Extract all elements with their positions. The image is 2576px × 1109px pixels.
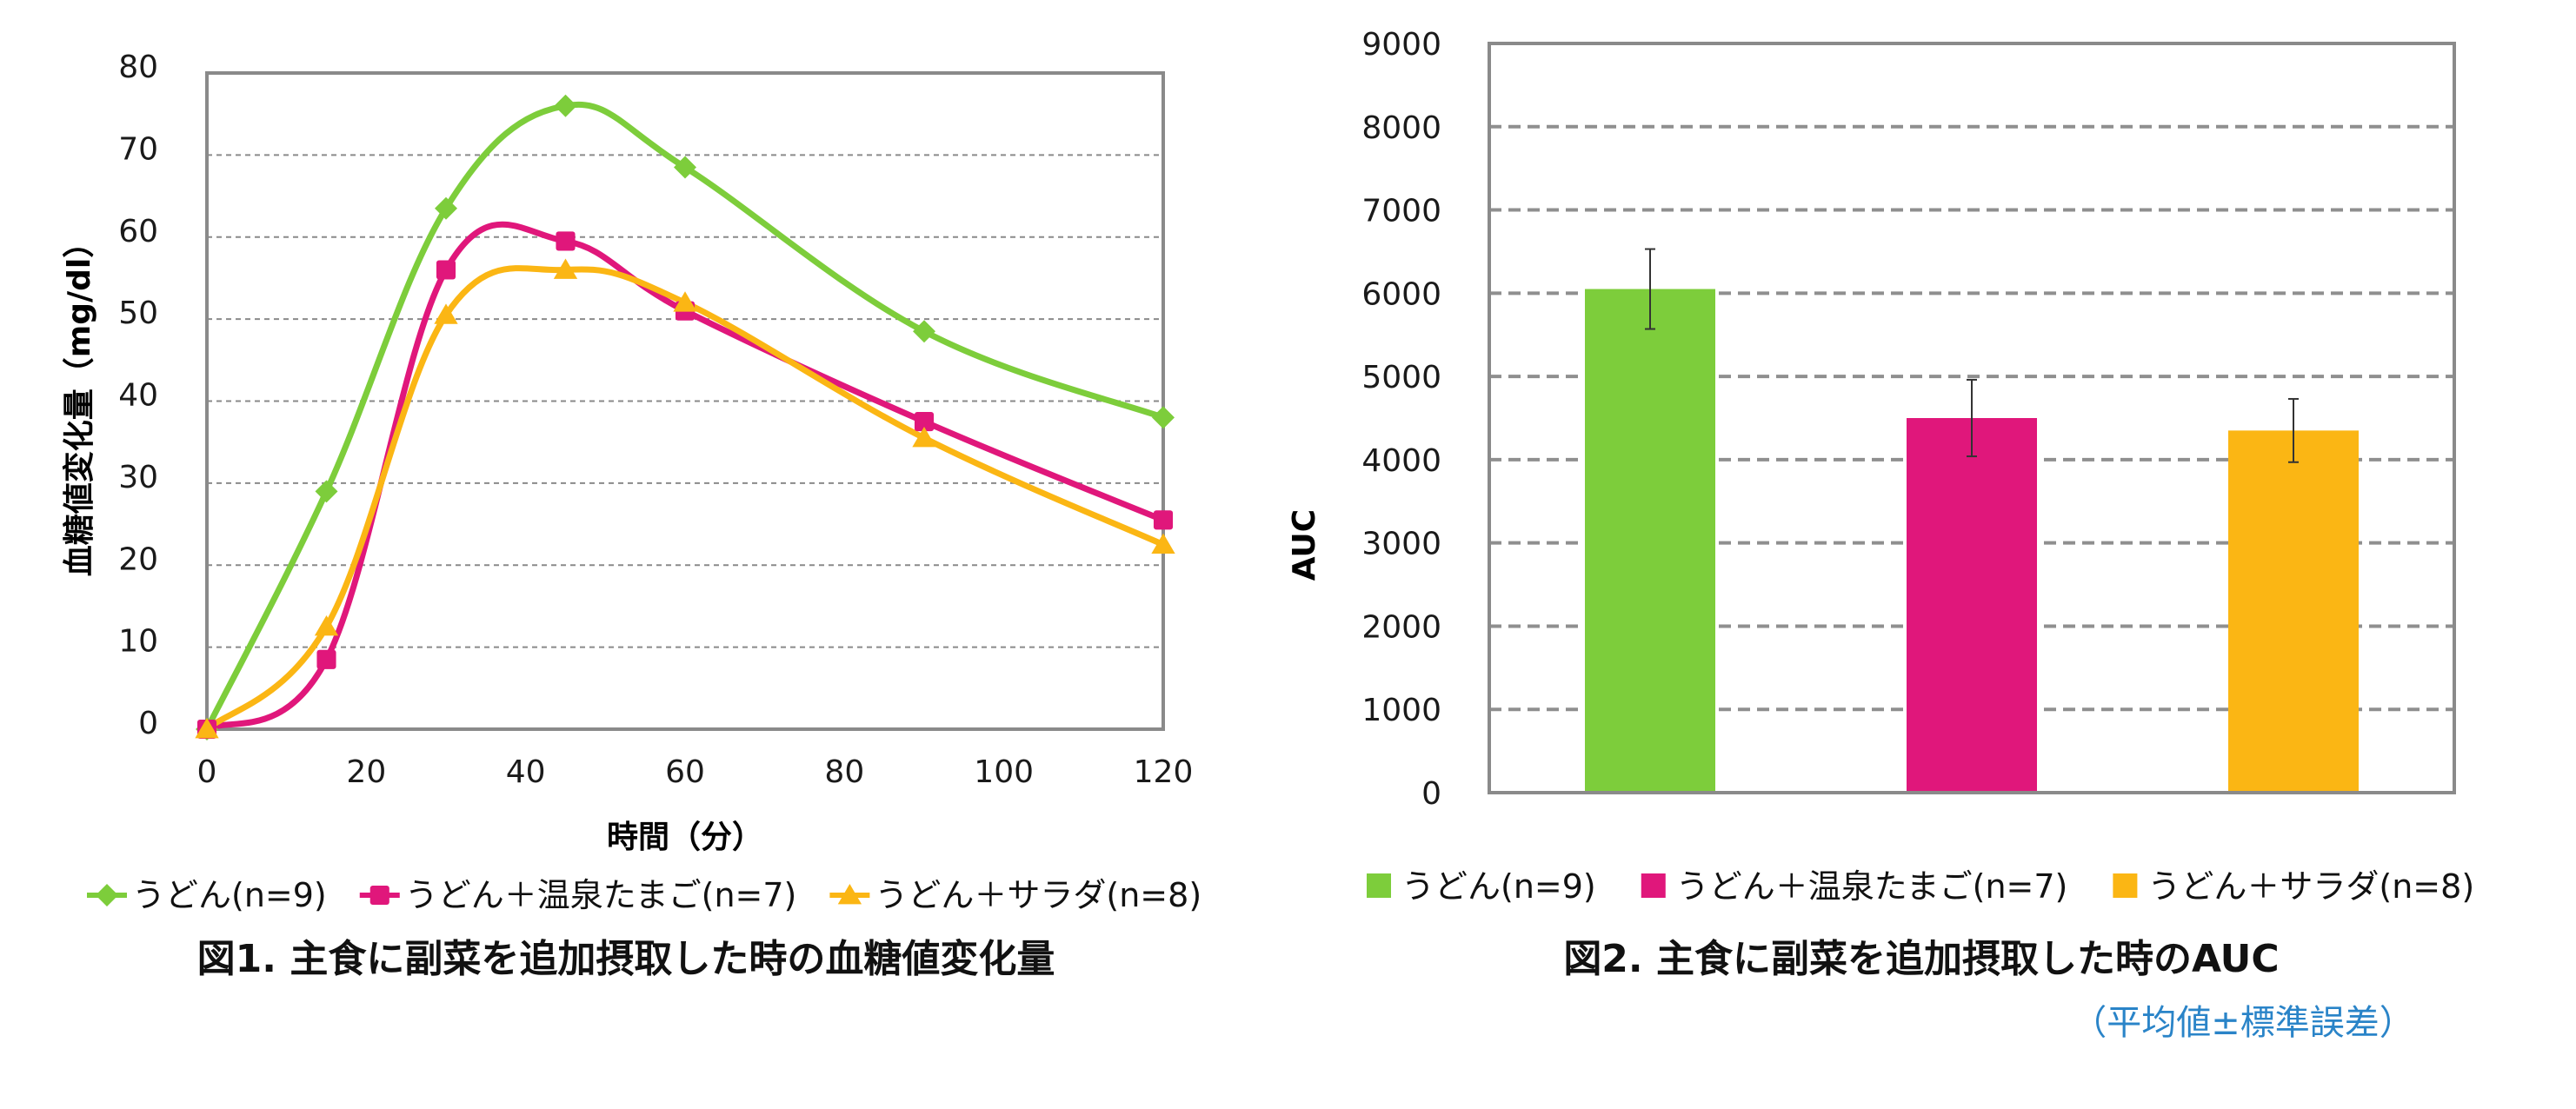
f1-data-point bbox=[914, 412, 935, 432]
f1-data-point bbox=[435, 196, 457, 220]
f2-y-tick-labels: 0 1000 2000 3000 4000 5000 6000 7000 8000 9000 bbox=[1361, 27, 1441, 812]
f1-data-point bbox=[556, 231, 576, 251]
f1-x-tick-label: 120 bbox=[1134, 754, 1194, 790]
f1-legend-label-1: うどん(n=9) bbox=[132, 876, 327, 914]
f2-bars bbox=[1585, 289, 2359, 793]
f2-error-bars bbox=[1645, 248, 2299, 463]
f1-y-tick-label: 20 bbox=[118, 541, 158, 577]
f2-y-tick-label: 2000 bbox=[1361, 609, 1441, 645]
f1-legend-label-2: うどん＋温泉たまご(n=7) bbox=[405, 876, 797, 914]
f1-series-markers bbox=[195, 94, 1175, 740]
f1-legend-marker bbox=[837, 884, 862, 905]
f1-y-axis-title: 血糖値変化量（mg/dl） bbox=[61, 227, 97, 577]
f2-legend-swatch bbox=[1367, 873, 1391, 898]
f2-y-tick-label: 7000 bbox=[1361, 194, 1441, 229]
f2-note: （平均値±標準誤差） bbox=[2072, 1003, 2414, 1043]
f1-legend-label-3: うどん＋サラダ(n=8) bbox=[875, 876, 1201, 914]
f1-y-tick-label: 80 bbox=[118, 50, 158, 85]
f1-y-tick-label: 10 bbox=[118, 624, 158, 660]
f1-y-tick-label: 70 bbox=[118, 131, 158, 167]
f1-legend-marker bbox=[96, 884, 118, 906]
f2-bar-2 bbox=[1907, 418, 2037, 793]
f1-data-point bbox=[912, 426, 936, 448]
f2-legend-swatch bbox=[2113, 873, 2138, 898]
f1-y-tick-label: 60 bbox=[118, 214, 158, 249]
f1-data-point bbox=[553, 258, 578, 279]
f1-data-point bbox=[1152, 406, 1175, 429]
f1-data-point bbox=[434, 303, 458, 324]
f2-plot-frame bbox=[1488, 42, 2456, 794]
f1-data-point bbox=[913, 320, 935, 343]
f1-legend-marker bbox=[369, 885, 389, 906]
f1-x-tick-label: 0 bbox=[197, 754, 217, 790]
f2-y-tick-label: 6000 bbox=[1361, 276, 1441, 312]
f1-data-point bbox=[1151, 533, 1175, 554]
f2-y-tick-label: 4000 bbox=[1361, 443, 1441, 479]
f1-x-tick-label: 100 bbox=[974, 754, 1034, 790]
f2-legend-label-1: うどん(n=9) bbox=[1401, 867, 1596, 906]
f1-x-tick-labels: 0 20 40 60 80 100 120 bbox=[197, 754, 1194, 790]
f1-caption: 図1. 主食に副菜を追加摂取した時の血糖値変化量 bbox=[197, 937, 1055, 981]
f1-x-tick-label: 20 bbox=[346, 754, 386, 790]
f1-gridlines bbox=[207, 154, 1163, 648]
f1-x-tick-label: 40 bbox=[506, 754, 546, 790]
f1-legend: うどん(n=9) うどん＋温泉たまご(n=7) うどん＋サラダ(n=8) bbox=[87, 876, 1201, 914]
f1-data-point bbox=[316, 649, 336, 669]
f2-caption: 図2. 主食に副菜を追加摂取した時のAUC bbox=[1563, 937, 2279, 981]
f1-x-tick-label: 80 bbox=[824, 754, 864, 790]
f1-data-point bbox=[1153, 510, 1174, 530]
f2-legend-label-3: うどん＋サラダ(n=8) bbox=[2147, 867, 2474, 906]
f1-data-point bbox=[674, 156, 696, 179]
f2-y-tick-label: 5000 bbox=[1361, 360, 1441, 395]
f1-data-point bbox=[314, 615, 339, 636]
f1-data-point bbox=[436, 260, 456, 280]
f1-y-tick-labels: 0 10 20 30 40 50 60 70 80 bbox=[118, 50, 158, 741]
f1-plot-frame bbox=[205, 71, 1165, 731]
f2-legend-swatch bbox=[1641, 873, 1666, 898]
f2-y-tick-label: 9000 bbox=[1361, 27, 1441, 63]
f1-data-point bbox=[315, 480, 338, 503]
f1-data-point bbox=[673, 291, 697, 312]
f2-y-tick-label: 1000 bbox=[1361, 693, 1441, 728]
f2-legend: うどん(n=9) うどん＋温泉たまご(n=7) うどん＋サラダ(n=8) bbox=[1367, 867, 2474, 906]
f2-y-tick-label: 3000 bbox=[1361, 527, 1441, 562]
f2-legend-label-2: うどん＋温泉たまご(n=7) bbox=[1676, 867, 2068, 906]
f1-data-point bbox=[195, 718, 219, 739]
f1-x-axis-title: 時間（分） bbox=[607, 820, 763, 855]
f2-y-tick-label: 8000 bbox=[1361, 110, 1441, 146]
f2-bar-1 bbox=[1585, 289, 1715, 793]
f1-x-tick-label: 60 bbox=[665, 754, 705, 790]
f2-y-tick-label: 0 bbox=[1421, 776, 1441, 812]
f1-y-tick-label: 0 bbox=[138, 706, 158, 741]
f1-data-point bbox=[554, 94, 577, 117]
f1-y-tick-label: 30 bbox=[118, 460, 158, 495]
f2-bar-3 bbox=[2228, 430, 2359, 793]
f1-y-tick-label: 40 bbox=[118, 378, 158, 414]
f1-y-tick-label: 50 bbox=[118, 296, 158, 331]
f2-y-axis-title: AUC bbox=[1287, 509, 1322, 581]
